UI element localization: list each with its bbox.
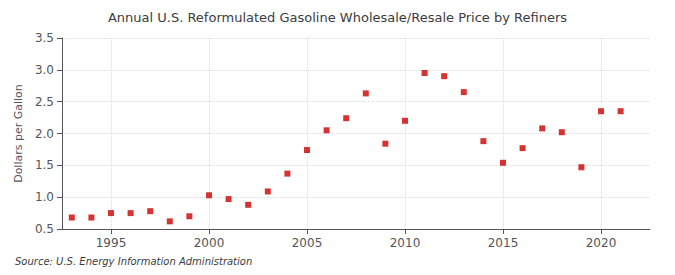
svg-text:2005: 2005 [292,236,323,250]
svg-text:1995: 1995 [96,236,127,250]
svg-text:2020: 2020 [586,236,617,250]
svg-text:2015: 2015 [488,236,519,250]
svg-text:1.0: 1.0 [35,190,54,204]
svg-text:Annual U.S. Reformulated Gasol: Annual U.S. Reformulated Gasoline Wholes… [108,10,567,25]
svg-text:3.0: 3.0 [35,63,54,77]
svg-text:Dollars per Gallon: Dollars per Gallon [12,84,25,183]
svg-text:3.5: 3.5 [35,31,54,45]
svg-text:2.5: 2.5 [35,95,54,109]
svg-text:Source: U.S. Energy Informatio: Source: U.S. Energy Information Administ… [15,256,252,267]
svg-text:0.5: 0.5 [35,222,54,236]
svg-text:2.0: 2.0 [35,127,54,141]
svg-text:1.5: 1.5 [35,158,54,172]
svg-text:2000: 2000 [194,236,225,250]
svg-text:2010: 2010 [390,236,421,250]
